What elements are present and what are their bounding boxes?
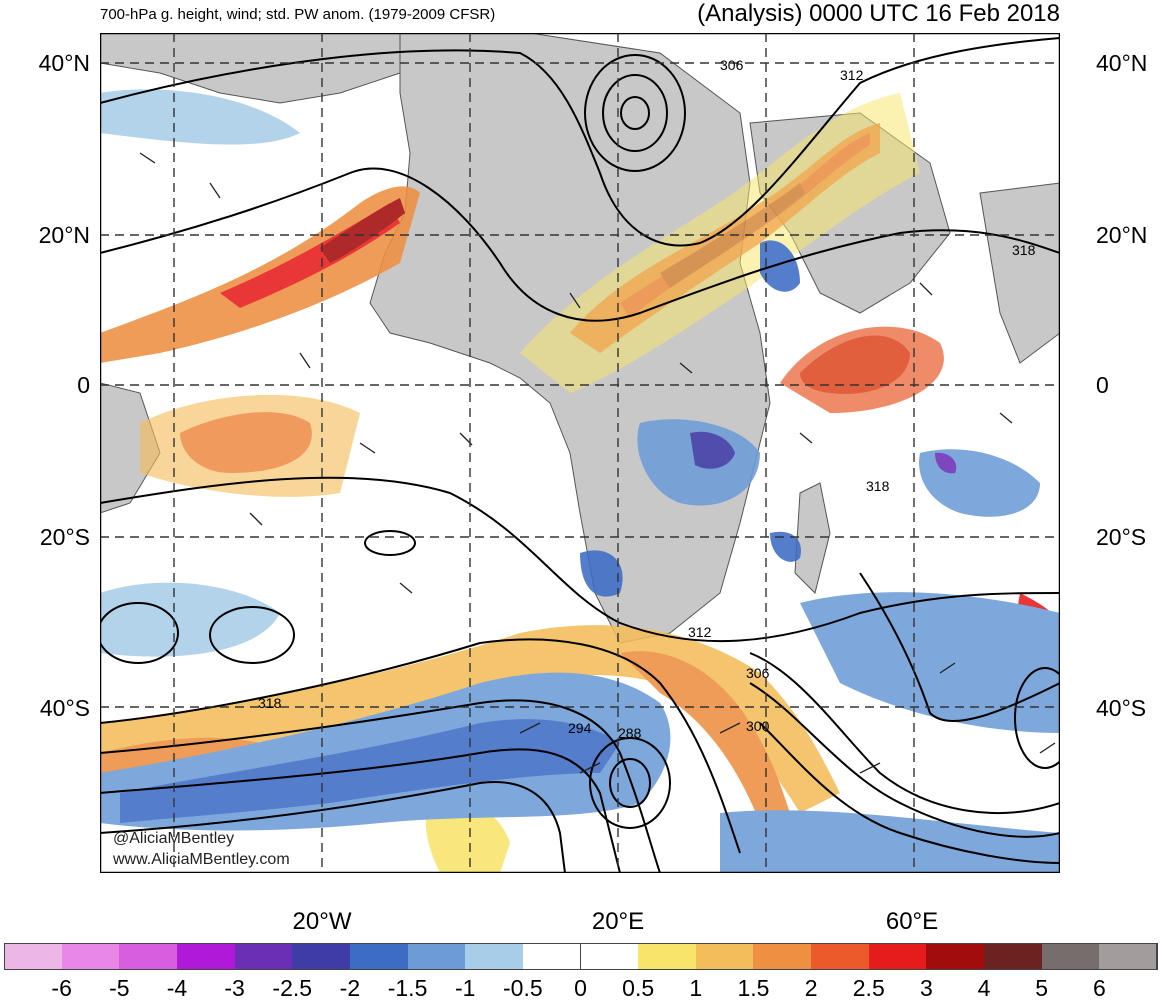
lat-label-20s-left: 20°S [39,524,90,550]
colorbar-tick-label: -1 [454,975,476,1001]
pw-anomaly-colorbar [4,943,1158,971]
lon-label-20e: 20°E [591,908,645,935]
anomaly-red-west-africa [100,186,420,363]
lat-label-eq-right: 0 [1096,372,1109,398]
lat-label-40s-left: 40°S [39,695,90,721]
colorbar-tick-label: 4 [977,975,991,1001]
credit-twitter: @AliciaMBentley [113,830,235,847]
lat-label-eq-left: 0 [77,372,90,398]
colorbar-tick-label: -3 [224,975,245,1001]
pw-anomaly-shading [100,89,1060,873]
contour-label-318-atlantic: 318 [258,695,282,711]
contour-label-306-south: 306 [746,665,770,681]
colorbar-tick-label: 3 [919,975,933,1001]
lat-label-40n-right: 40°N [1096,50,1148,76]
contour-label-312-south: 312 [688,624,712,640]
colorbar-border [4,943,1157,970]
lat-label-20n-right: 20°N [1096,222,1148,248]
colorbar-swatch [753,943,813,970]
contour-label-306-north: 306 [720,57,744,73]
lat-label-40s-right: 40°S [1096,695,1147,721]
colorbar-tick-label: 1 [689,975,703,1001]
colorbar-tick-label: -1.5 [387,975,428,1001]
colorbar-swatch [522,943,582,970]
colorbar-tick-label: -6 [51,975,72,1001]
credit-website: www.AliciaMBentley.com [113,851,290,868]
contour-label-318-india: 318 [1012,242,1036,258]
colorbar-swatch [119,943,178,970]
europe-landmass [100,33,401,104]
colorbar-tick-label: 2.5 [852,975,885,1001]
colorbar-tick-label: 0 [574,975,587,1001]
contour-label-288-low: 288 [618,725,642,741]
colorbar-tick-label: 2 [804,975,818,1001]
lon-label-60e: 60°E [885,908,939,935]
wind-barbs [139,152,1056,774]
colorbar-swatch [4,943,63,970]
south-america-landmass [100,382,161,514]
colorbar-tick-label: 1.5 [737,975,770,1001]
map-title-variables: 700-hPa g. height, wind; std. PW anom. (… [100,6,496,23]
colorbar-swatch [984,943,1043,970]
lat-label-20n-left: 20°N [38,222,90,248]
contour-label-318-s-indian: 318 [866,478,890,494]
contour-labels: 306 312 318 318 312 306 300 294 288 318 [258,57,1036,741]
lat-lon-grid [100,33,1060,873]
colorbar-swatch [176,943,236,970]
colorbar-tick-label: -2 [339,975,361,1001]
colorbar-tick-label: -4 [166,975,188,1001]
colorbar-tick-label: -2.5 [272,975,313,1001]
colorbar-swatch [465,943,524,970]
lat-label-20s-right: 20°S [1096,524,1147,550]
contour-label-300-south: 300 [746,718,770,734]
colorbar-tick-label: -5 [109,975,130,1001]
colorbar-swatch [407,943,467,970]
colorbar-swatch [61,943,121,970]
anomaly-blue-south-indian [800,592,1060,733]
map-title-valid-time: (Analysis) 0000 UTC 16 Feb 2018 [697,0,1060,27]
lat-label-40n-left: 40°N [38,50,90,76]
colorbar-swatch [695,943,755,970]
colorbar-tick-label: 0.5 [622,975,655,1001]
colorbar-tick-label: 6 [1092,975,1106,1001]
colorbar-swatch [1099,943,1158,970]
contour-label-312-north: 312 [840,67,864,83]
india-landmass [979,182,1060,364]
colorbar-tick-label: 5 [1035,975,1049,1001]
lon-label-20w: 20°W [292,908,352,935]
map-frame [100,33,1060,873]
pw-anomaly-map: 306 312 318 318 312 306 300 294 288 318 [100,33,1060,873]
colorbar-tick-label: -0.5 [503,975,543,1001]
colorbar-swatch [349,943,409,970]
contour-label-294-low: 294 [568,720,592,736]
